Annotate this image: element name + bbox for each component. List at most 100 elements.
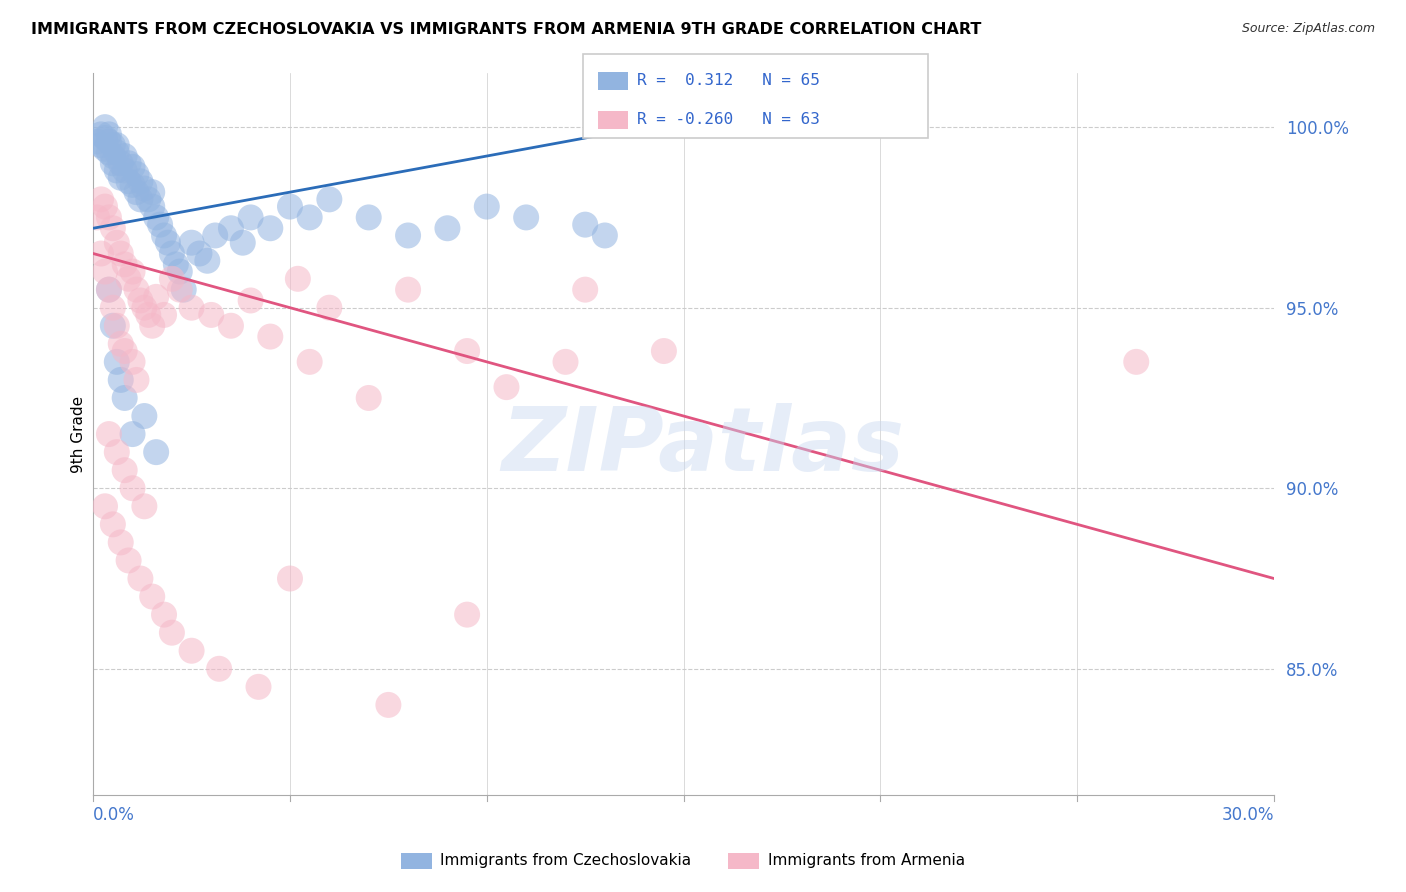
- Point: [136, 308, 159, 322]
- Point: [145, 211, 167, 225]
- Point: [200, 308, 222, 322]
- Point: [105, 445, 128, 459]
- Point: [574, 283, 596, 297]
- Point: [160, 246, 183, 260]
- Point: [318, 193, 340, 207]
- Point: [90, 138, 112, 153]
- Point: [90, 246, 112, 260]
- Point: [129, 174, 152, 188]
- Point: [117, 156, 139, 170]
- Point: [101, 318, 124, 333]
- Point: [259, 221, 281, 235]
- Point: [134, 181, 156, 195]
- Point: [298, 211, 321, 225]
- Point: [180, 235, 202, 250]
- Point: [101, 138, 124, 153]
- Point: [105, 318, 128, 333]
- Point: [160, 272, 183, 286]
- Text: Source: ZipAtlas.com: Source: ZipAtlas.com: [1241, 22, 1375, 36]
- Point: [94, 500, 117, 514]
- Point: [94, 131, 117, 145]
- Point: [134, 301, 156, 315]
- Point: [219, 318, 242, 333]
- Point: [357, 211, 380, 225]
- Point: [121, 481, 143, 495]
- Point: [141, 185, 163, 199]
- Y-axis label: 9th Grade: 9th Grade: [72, 395, 86, 473]
- Point: [141, 318, 163, 333]
- Point: [97, 128, 120, 142]
- Point: [652, 344, 675, 359]
- Point: [114, 344, 136, 359]
- Text: R =  0.312   N = 65: R = 0.312 N = 65: [637, 73, 820, 88]
- Point: [94, 120, 117, 135]
- Point: [259, 329, 281, 343]
- Point: [136, 193, 159, 207]
- Point: [97, 145, 120, 160]
- Point: [86, 211, 108, 225]
- Point: [94, 142, 117, 156]
- Point: [90, 193, 112, 207]
- Point: [141, 200, 163, 214]
- Text: IMMIGRANTS FROM CZECHOSLOVAKIA VS IMMIGRANTS FROM ARMENIA 9TH GRADE CORRELATION : IMMIGRANTS FROM CZECHOSLOVAKIA VS IMMIGR…: [31, 22, 981, 37]
- Point: [141, 590, 163, 604]
- Text: 30.0%: 30.0%: [1222, 806, 1274, 824]
- Point: [110, 373, 132, 387]
- Point: [117, 272, 139, 286]
- Point: [105, 163, 128, 178]
- Point: [180, 301, 202, 315]
- Point: [204, 228, 226, 243]
- Point: [593, 228, 616, 243]
- Point: [101, 301, 124, 315]
- Point: [156, 235, 179, 250]
- Point: [121, 427, 143, 442]
- Point: [436, 221, 458, 235]
- Point: [278, 572, 301, 586]
- Point: [153, 607, 176, 622]
- Point: [94, 264, 117, 278]
- Point: [134, 500, 156, 514]
- Point: [97, 211, 120, 225]
- Point: [239, 293, 262, 308]
- Point: [114, 163, 136, 178]
- Point: [208, 662, 231, 676]
- Point: [86, 135, 108, 149]
- Text: Immigrants from Armenia: Immigrants from Armenia: [768, 854, 965, 868]
- Point: [110, 156, 132, 170]
- Point: [145, 290, 167, 304]
- Point: [160, 625, 183, 640]
- Point: [169, 264, 191, 278]
- Point: [114, 391, 136, 405]
- Point: [117, 174, 139, 188]
- Point: [145, 445, 167, 459]
- Point: [125, 185, 148, 199]
- Point: [94, 200, 117, 214]
- Point: [456, 344, 478, 359]
- Point: [195, 253, 218, 268]
- Text: 0.0%: 0.0%: [93, 806, 135, 824]
- Text: R = -0.260   N = 63: R = -0.260 N = 63: [637, 112, 820, 128]
- Point: [357, 391, 380, 405]
- Point: [153, 228, 176, 243]
- Point: [105, 355, 128, 369]
- Text: ZIPatlas: ZIPatlas: [502, 402, 904, 490]
- Text: Immigrants from Czechoslovakia: Immigrants from Czechoslovakia: [440, 854, 692, 868]
- Point: [247, 680, 270, 694]
- Point: [110, 246, 132, 260]
- Point: [121, 178, 143, 192]
- Point: [169, 283, 191, 297]
- Point: [495, 380, 517, 394]
- Point: [105, 235, 128, 250]
- Point: [114, 257, 136, 271]
- Point: [117, 553, 139, 567]
- Point: [105, 138, 128, 153]
- Point: [318, 301, 340, 315]
- Point: [97, 283, 120, 297]
- Point: [298, 355, 321, 369]
- Point: [101, 221, 124, 235]
- Point: [101, 517, 124, 532]
- Point: [456, 607, 478, 622]
- Point: [134, 409, 156, 423]
- Point: [129, 572, 152, 586]
- Point: [121, 355, 143, 369]
